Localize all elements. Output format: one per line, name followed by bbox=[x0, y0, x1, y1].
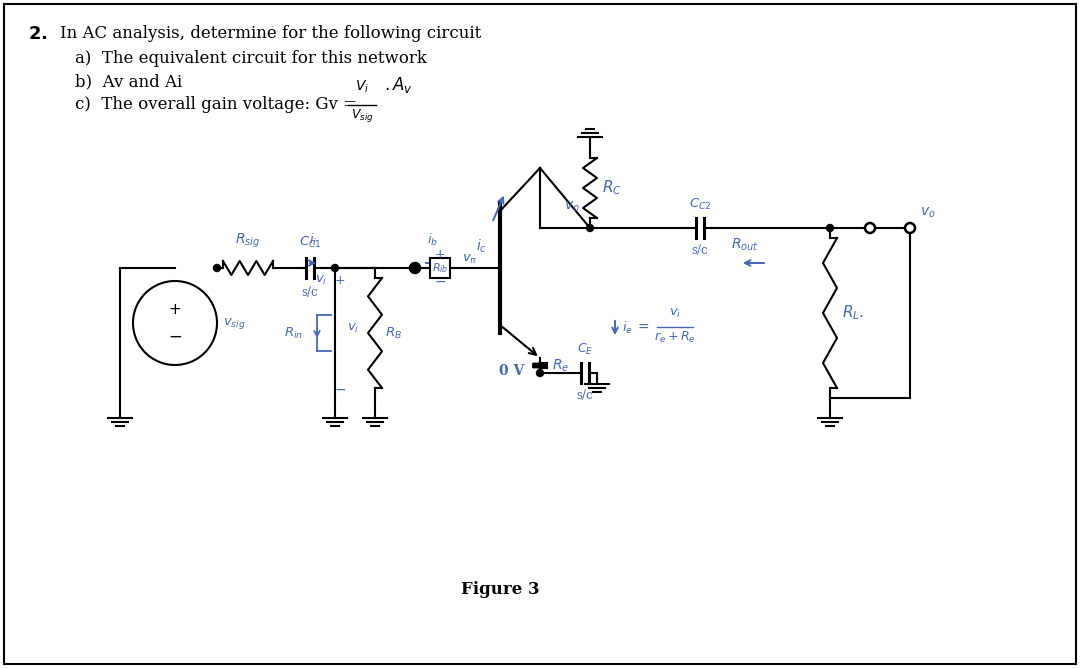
Text: $V_{sig}$: $V_{sig}$ bbox=[351, 107, 374, 124]
Text: $v_o$: $v_o$ bbox=[920, 206, 935, 220]
Text: −: − bbox=[434, 275, 446, 289]
Text: $v_i$: $v_i$ bbox=[347, 321, 360, 335]
Text: +: + bbox=[335, 273, 346, 287]
Text: 0 V: 0 V bbox=[499, 364, 524, 378]
Circle shape bbox=[214, 265, 220, 271]
Circle shape bbox=[411, 265, 419, 271]
Text: =: = bbox=[638, 321, 650, 335]
Text: $\mathbf{2.}$: $\mathbf{2.}$ bbox=[28, 25, 48, 43]
Text: $i_e$: $i_e$ bbox=[622, 320, 633, 336]
Text: $C_E$: $C_E$ bbox=[577, 342, 593, 357]
Text: $R_{sig}$: $R_{sig}$ bbox=[235, 232, 260, 250]
Text: $C_{C1}$: $C_{C1}$ bbox=[299, 235, 322, 250]
Circle shape bbox=[332, 265, 338, 271]
Text: $v_\pi$: $v_\pi$ bbox=[462, 253, 477, 266]
Text: b)  Av and Ai: b) Av and Ai bbox=[75, 73, 183, 90]
Text: $V_i$: $V_i$ bbox=[355, 79, 369, 95]
Text: $R_C$: $R_C$ bbox=[602, 178, 622, 197]
Text: $i_i$: $i_i$ bbox=[309, 232, 318, 248]
Text: $C_{C2}$: $C_{C2}$ bbox=[689, 197, 712, 212]
Text: s/c: s/c bbox=[301, 286, 319, 299]
Text: $R_{ib}$: $R_{ib}$ bbox=[432, 261, 448, 275]
Text: $v_i$: $v_i$ bbox=[669, 307, 681, 320]
Text: c)  The overall gain voltage: Gv =: c) The overall gain voltage: Gv = bbox=[75, 96, 357, 113]
Text: $i_b$: $i_b$ bbox=[428, 232, 438, 248]
Text: In AC analysis, determine for the following circuit: In AC analysis, determine for the follow… bbox=[60, 25, 482, 42]
Circle shape bbox=[537, 369, 543, 377]
Circle shape bbox=[826, 224, 834, 232]
Text: $. A_v$: $. A_v$ bbox=[384, 75, 413, 95]
Text: $v_i$: $v_i$ bbox=[314, 273, 327, 287]
Text: −: − bbox=[335, 383, 347, 397]
Text: $R_e$: $R_e$ bbox=[552, 357, 569, 373]
Text: $R_B$: $R_B$ bbox=[384, 325, 402, 341]
Text: $R_L.$: $R_L.$ bbox=[842, 304, 864, 323]
Text: a)  The equivalent circuit for this network: a) The equivalent circuit for this netwo… bbox=[75, 50, 427, 67]
FancyBboxPatch shape bbox=[4, 4, 1076, 664]
Text: $v_{sig}$: $v_{sig}$ bbox=[222, 315, 246, 331]
Text: $R_{out}$: $R_{out}$ bbox=[731, 236, 759, 253]
Text: +: + bbox=[168, 301, 181, 317]
Bar bbox=[430, 258, 450, 278]
Text: −: − bbox=[168, 328, 181, 346]
Text: $i_c$: $i_c$ bbox=[476, 238, 487, 255]
Text: $v_o$: $v_o$ bbox=[564, 200, 580, 214]
Text: +: + bbox=[434, 248, 445, 261]
Text: s/c: s/c bbox=[691, 244, 708, 257]
Text: $r_e + R_e$: $r_e + R_e$ bbox=[654, 330, 696, 345]
Circle shape bbox=[586, 224, 594, 232]
Text: s/c: s/c bbox=[577, 389, 593, 402]
Text: Figure 3: Figure 3 bbox=[461, 582, 539, 599]
Text: $R_{in}$: $R_{in}$ bbox=[284, 325, 303, 341]
